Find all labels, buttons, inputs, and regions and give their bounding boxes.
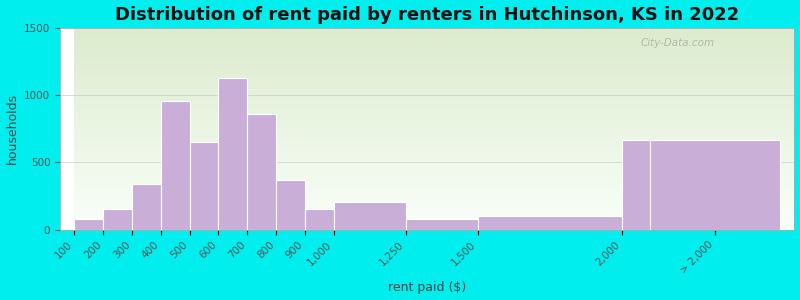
Bar: [218, 78, 247, 230]
Bar: [406, 219, 478, 230]
Y-axis label: households: households: [6, 93, 18, 164]
X-axis label: rent paid ($): rent paid ($): [388, 281, 466, 294]
Bar: [478, 216, 622, 230]
Bar: [190, 142, 218, 230]
Bar: [276, 180, 305, 230]
Bar: [650, 140, 780, 230]
Bar: [305, 209, 334, 230]
Text: City-Data.com: City-Data.com: [640, 38, 714, 48]
Bar: [103, 209, 132, 230]
Title: Distribution of rent paid by renters in Hutchinson, KS in 2022: Distribution of rent paid by renters in …: [115, 6, 739, 24]
Bar: [247, 114, 276, 230]
Bar: [161, 100, 190, 230]
Bar: [74, 219, 103, 230]
Bar: [132, 184, 161, 230]
Bar: [334, 202, 406, 230]
Bar: [622, 140, 766, 230]
